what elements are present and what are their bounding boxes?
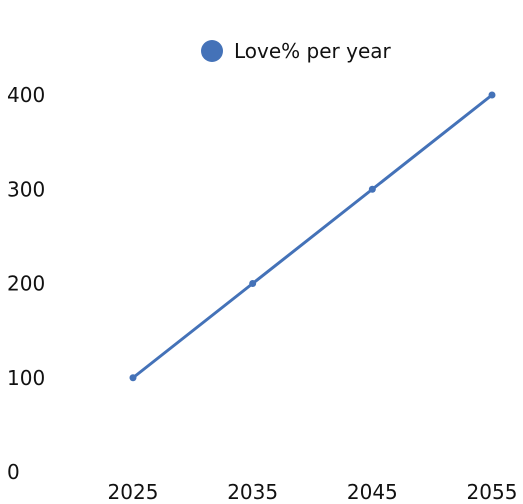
y-tick-label: 300 bbox=[7, 177, 45, 201]
data-point bbox=[129, 374, 137, 382]
y-tick-label: 400 bbox=[7, 83, 45, 107]
y-tick-label: 200 bbox=[7, 272, 45, 296]
legend-marker bbox=[201, 40, 223, 62]
data-point bbox=[249, 280, 257, 287]
legend-label: Love% per year bbox=[234, 39, 392, 63]
y-axis: 0 100 200 300 400 bbox=[7, 83, 45, 484]
plot-area bbox=[129, 91, 496, 382]
x-axis: 2025 2035 2045 2055 bbox=[108, 480, 518, 504]
y-tick-label: 100 bbox=[7, 366, 45, 390]
x-tick-label: 2025 bbox=[108, 480, 159, 504]
data-point bbox=[368, 185, 376, 193]
data-point bbox=[488, 91, 496, 99]
legend: Love% per year bbox=[201, 39, 392, 63]
y-tick-label: 0 bbox=[7, 460, 20, 484]
x-tick-label: 2045 bbox=[347, 480, 398, 504]
x-tick-label: 2055 bbox=[467, 480, 518, 504]
series-line bbox=[131, 93, 494, 380]
x-tick-label: 2035 bbox=[227, 480, 278, 504]
